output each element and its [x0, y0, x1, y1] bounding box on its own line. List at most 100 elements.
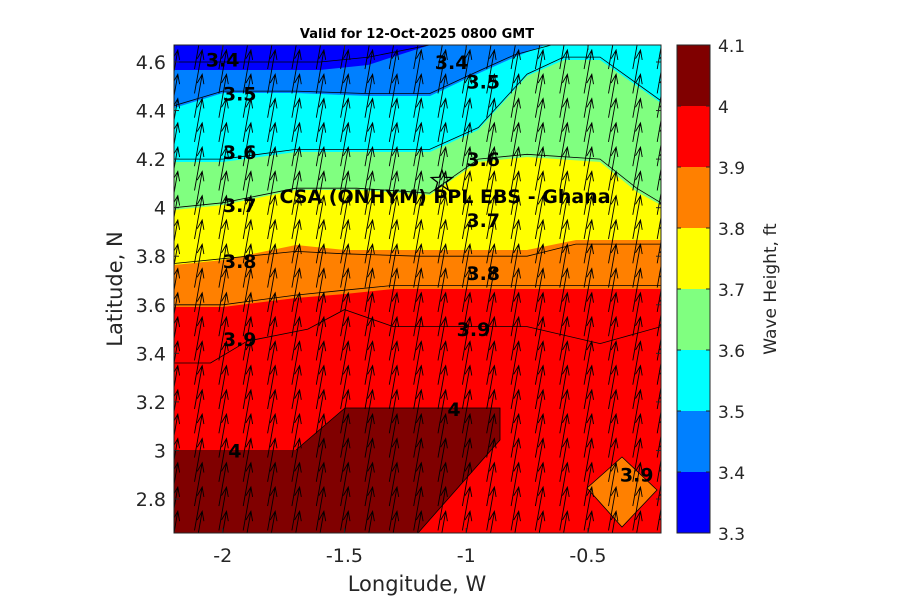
wind-arrow: [510, 267, 521, 312]
wind-arrows: [170, 2, 661, 579]
wind-arrow: [242, 461, 254, 507]
wind-arrow: [461, 388, 473, 434]
wind-arrow: [461, 437, 473, 482]
wind-arrow: [340, 243, 351, 288]
contour-label: 3.4: [206, 50, 240, 72]
wind-arrow: [486, 97, 497, 142]
wind-arrow: [537, 509, 546, 533]
wind-arrow: [388, 48, 400, 94]
wind-arrow: [388, 412, 400, 458]
wind-arrow: [486, 412, 497, 458]
contour-labels: 3.4 3.43.53.53.6 3.63.73.73.83.83.9 3.9443.…: [206, 50, 654, 487]
wind-arrow: [245, 509, 254, 533]
wind-arrow: [486, 121, 497, 167]
wind-arrow: [195, 536, 204, 579]
wind-arrow: [315, 218, 327, 264]
wind-arrow: [413, 291, 424, 337]
wind-arrow: [610, 510, 619, 533]
wind-arrow: [364, 485, 375, 531]
wind-arrow: [194, 170, 205, 215]
colorbar-tick-label: 3.9: [718, 159, 745, 179]
wind-arrow: [291, 412, 302, 458]
wind-arrow: [268, 536, 277, 579]
wind-arrow: [315, 412, 327, 458]
wind-arrow: [267, 218, 278, 264]
wind-arrow: [486, 388, 497, 434]
wind-arrow: [510, 291, 521, 337]
wind-arrow: [510, 48, 521, 94]
wind-arrow: [437, 291, 448, 337]
wind-arrow: [583, 267, 594, 312]
wind-arrow: [242, 243, 254, 288]
x-tick-label: -2: [213, 545, 232, 567]
wind-arrow: [486, 267, 497, 312]
wind-arrow: [242, 194, 254, 240]
wind-arrow: [534, 291, 546, 337]
wind-arrow: [635, 509, 643, 533]
wind-arrow: [291, 145, 302, 191]
wind-arrow: [437, 243, 448, 288]
wind-arrow: [413, 437, 424, 482]
wind-arrow: [242, 218, 254, 264]
wind-arrow: [461, 194, 473, 240]
wind-arrow: [437, 267, 448, 312]
wind-arrow: [291, 243, 302, 288]
wind-arrow: [608, 194, 619, 240]
wind-arrow: [632, 97, 643, 142]
wind-arrow: [194, 48, 205, 94]
y-axis: 2.8 3 3.2 3.4 3.6 3.8 4 4.2 4.4 4.6: [136, 52, 661, 511]
contour-label: 3.8: [466, 263, 500, 285]
wind-arrow: [291, 364, 302, 410]
wind-arrow: [413, 388, 424, 434]
wind-arrow: [340, 121, 351, 167]
wind-arrow: [608, 340, 619, 385]
wind-arrow: [486, 437, 497, 482]
wind-arrow: [267, 485, 278, 531]
wind-arrow: [583, 218, 594, 264]
colorbar-swatch: [677, 411, 710, 472]
wind-arrow: [608, 315, 619, 361]
wind-arrow: [608, 485, 619, 531]
wind-arrow: [486, 243, 497, 288]
wind-arrow: [510, 45, 516, 70]
wind-arrow: [364, 194, 375, 240]
wind-arrow: [461, 291, 473, 337]
wind-arrow: [437, 315, 448, 361]
wind-arrow: [388, 340, 400, 385]
wind-arrow: [437, 340, 448, 385]
wind-arrow: [291, 388, 302, 434]
colorbar-tick-label: 4.1: [718, 37, 745, 57]
wind-arrow: [340, 461, 351, 507]
wind-arrow: [364, 121, 375, 167]
wind-arrow: [388, 291, 400, 337]
wind-arrow: [364, 291, 375, 337]
wind-arrow: [583, 48, 594, 94]
wind-arrow: [608, 145, 619, 191]
contour-line-4.0-inner: [295, 407, 501, 533]
wind-arrow: [218, 48, 229, 94]
wind-arrow: [315, 73, 327, 118]
wind-arrow: [534, 194, 546, 240]
contour-label: 3.7: [466, 210, 500, 232]
wind-arrow: [461, 145, 473, 191]
wind-arrow: [559, 485, 570, 531]
wind-arrow: [510, 364, 521, 410]
wind-arrow: [583, 461, 594, 507]
wind-arrow: [315, 267, 327, 312]
wind-arrow: [413, 121, 424, 167]
wind-arrow: [364, 412, 375, 458]
wind-arrow: [170, 2, 179, 45]
wind-arrow: [510, 218, 521, 264]
wind-arrow: [194, 315, 205, 361]
wind-arrow: [388, 170, 400, 215]
wind-arrow: [461, 267, 473, 312]
wind-arrow: [194, 145, 205, 191]
wind-arrow: [656, 104, 661, 142]
wind-arrow: [218, 145, 229, 191]
wind-arrow: [608, 121, 619, 167]
wind-arrow: [510, 412, 521, 458]
wind-arrow: [413, 267, 424, 312]
wind-arrow: [242, 485, 254, 531]
station-label: CSA (ONHYM) PPL EBS - Ghana: [279, 186, 610, 208]
